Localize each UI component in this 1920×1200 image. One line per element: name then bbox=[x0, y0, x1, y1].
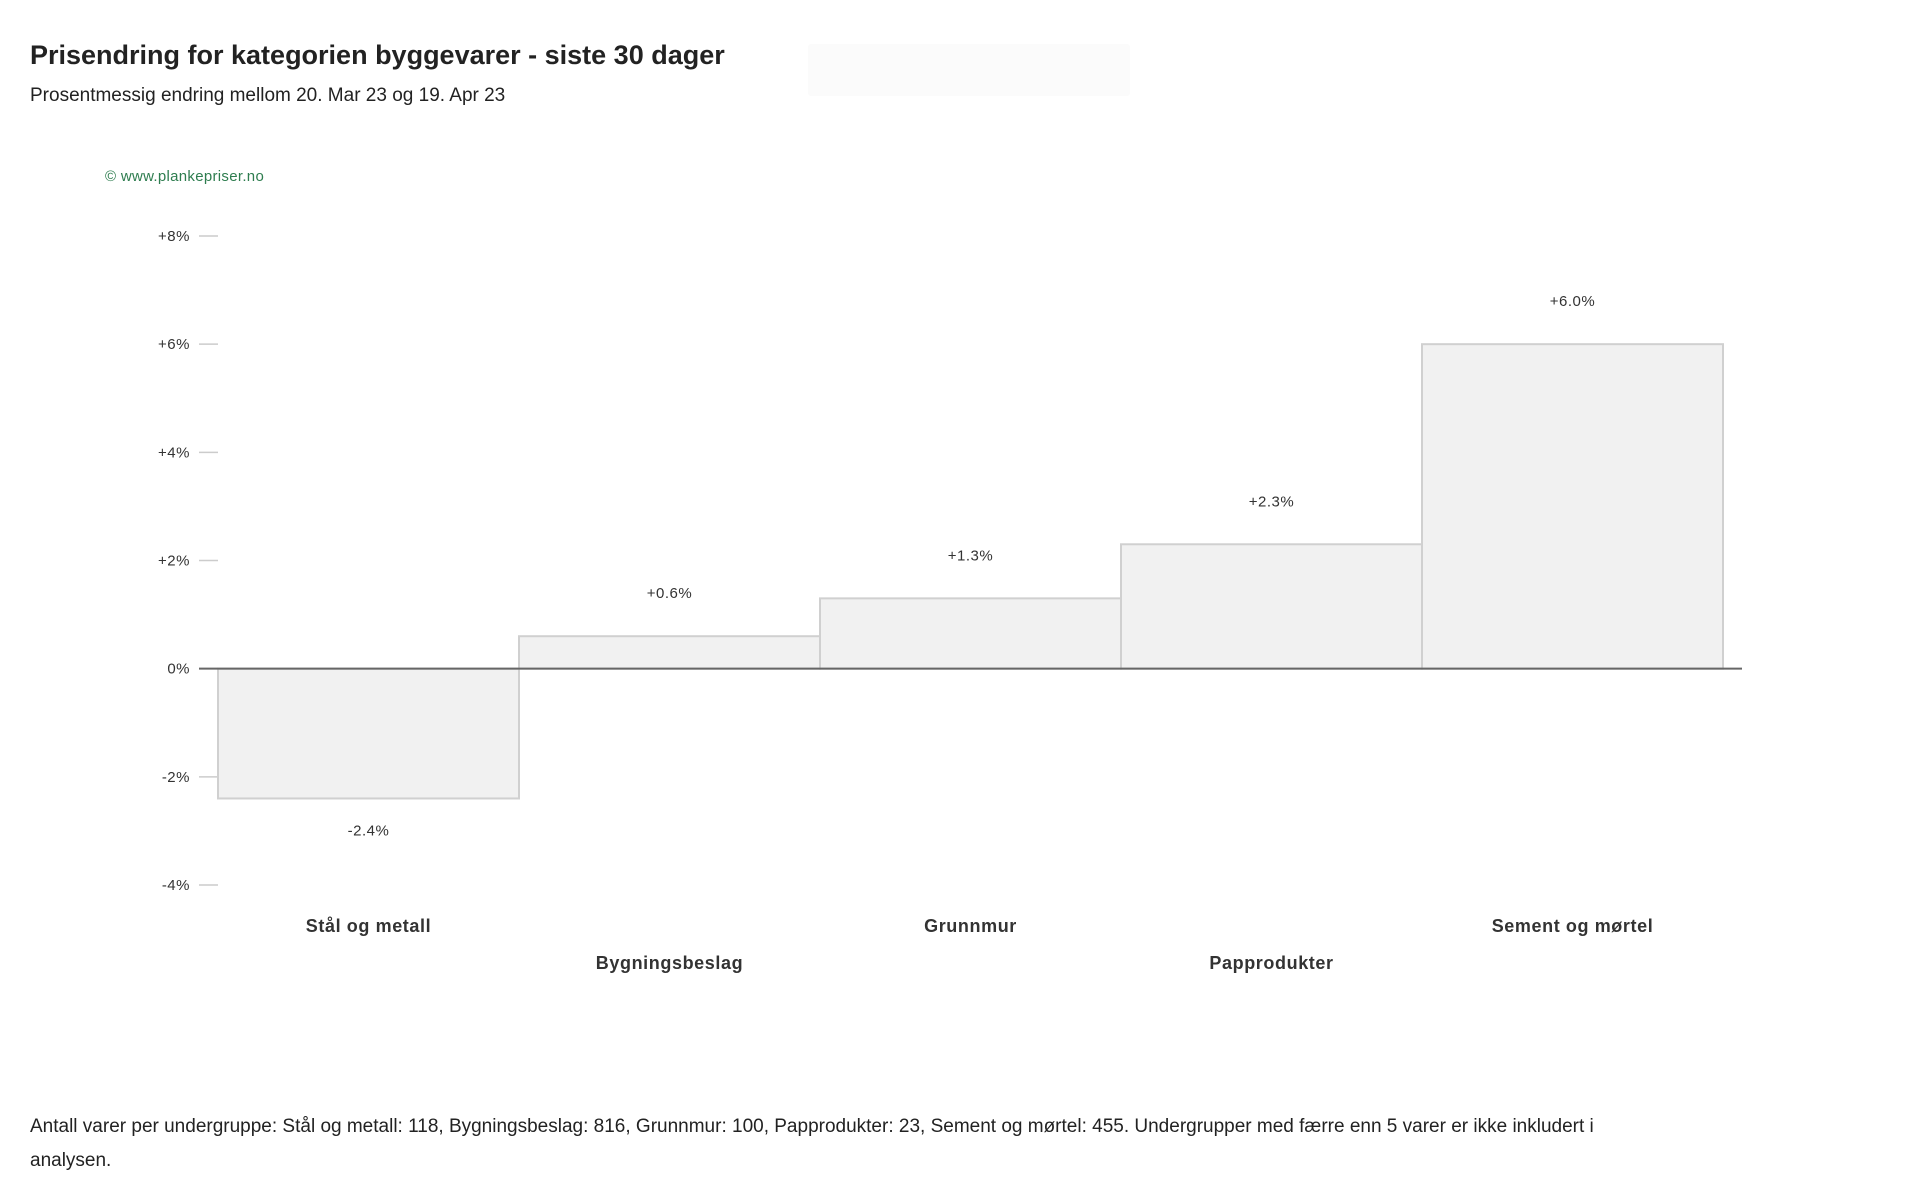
bar[interactable] bbox=[217, 667, 520, 800]
x-category-label: Bygningsbeslag bbox=[596, 953, 743, 973]
bar[interactable] bbox=[518, 635, 821, 670]
x-category-label: Sement og mørtel bbox=[1492, 916, 1654, 936]
bar[interactable] bbox=[1421, 343, 1724, 670]
copyright-watermark: © www.plankepriser.no bbox=[105, 168, 265, 185]
page-subtitle: Prosentmessig endring mellom 20. Mar 23 … bbox=[30, 85, 506, 106]
x-category-label: Stål og metall bbox=[306, 916, 431, 936]
y-tick-label: +2% bbox=[158, 553, 190, 570]
data-label: +0.6% bbox=[647, 585, 692, 602]
bar[interactable] bbox=[1120, 543, 1423, 670]
faded-overlay-box bbox=[808, 44, 1130, 96]
y-tick-label: -2% bbox=[162, 769, 190, 786]
y-tick-label: +4% bbox=[158, 444, 190, 461]
footnote: Antall varer per undergruppe: Stål og me… bbox=[30, 1116, 1594, 1171]
y-tick-label: 0% bbox=[167, 661, 190, 678]
page-title: Prisendring for kategorien byggevarer - … bbox=[30, 40, 725, 70]
y-tick-label: +6% bbox=[158, 336, 190, 353]
bar[interactable] bbox=[819, 597, 1122, 670]
x-category-label: Papprodukter bbox=[1209, 953, 1333, 973]
data-label: +1.3% bbox=[948, 547, 993, 564]
bar-chart: -4% -2% 0% +2% +4% +6% +8% -2.4% +0.6% +1.3% +2.3%… bbox=[158, 228, 1742, 973]
data-label: +2.3% bbox=[1249, 493, 1294, 510]
x-category-label: Grunnmur bbox=[924, 916, 1017, 936]
data-label: +6.0% bbox=[1550, 293, 1595, 310]
y-tick-label: +8% bbox=[158, 228, 190, 245]
data-label: -2.4% bbox=[348, 822, 390, 839]
y-tick-label: -4% bbox=[162, 877, 190, 894]
